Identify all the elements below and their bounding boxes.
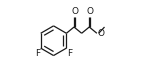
Text: O: O xyxy=(97,29,104,38)
Text: F: F xyxy=(67,49,72,58)
Text: F: F xyxy=(35,49,40,58)
Text: O: O xyxy=(71,7,78,16)
Text: O: O xyxy=(86,7,93,16)
